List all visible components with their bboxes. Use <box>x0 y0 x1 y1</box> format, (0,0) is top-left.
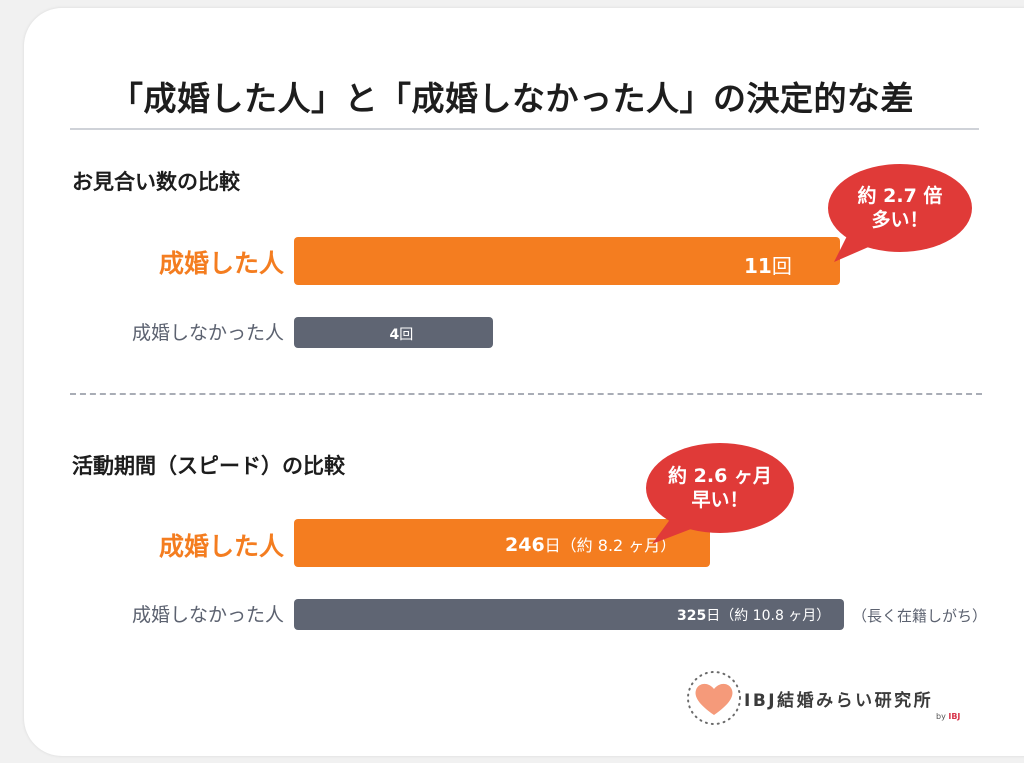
data-label-number: 325 <box>677 608 707 624</box>
logo-wordmark: IBJ結婚みらい研究所 <box>744 691 934 711</box>
data-label-period-unmarried: 325日（約 10.8 ヶ月） <box>677 605 830 625</box>
infographic-card <box>24 8 1024 756</box>
logo-by: by <box>936 712 946 721</box>
data-label-number: 4 <box>389 327 400 343</box>
logo-byline: by IBJ <box>936 712 960 721</box>
data-label-number: 11 <box>744 254 772 278</box>
bar-period-unmarried <box>294 599 844 630</box>
note-long-enrollment: （長く在籍しがち） <box>852 607 988 625</box>
category-label-married: 成婚した人 <box>158 532 284 561</box>
bar-period-married <box>294 519 710 567</box>
data-label-unit: 回 <box>771 254 792 278</box>
data-label-omiai-married: 11回 <box>744 250 792 279</box>
title-divider <box>70 128 979 130</box>
data-label-unit: 日（約 10.8 ヶ月） <box>706 608 831 624</box>
callout-omiai: 約 2.7 倍 多い！ <box>798 162 980 270</box>
page-title: 「成婚した人」と「成婚しなかった人」の決定的な差 <box>110 79 914 118</box>
category-label-unmarried: 成婚しなかった人 <box>131 604 284 626</box>
logo-brand: IBJ <box>948 712 961 721</box>
category-label-married: 成婚した人 <box>158 249 284 278</box>
ibj-logo: IBJ結婚みらい研究所 by IBJ <box>684 668 984 728</box>
callout-period: 約 2.6 ヶ月 早い！ <box>616 440 802 550</box>
section-title-omiai: お見合い数の比較 <box>72 170 240 194</box>
callout-bubble-shape <box>828 164 972 262</box>
bar-omiai-married <box>294 237 840 285</box>
data-label-number: 246 <box>505 534 545 556</box>
callout-line1: 約 2.6 ヶ月 <box>668 465 772 487</box>
category-label-unmarried: 成婚しなかった人 <box>131 322 284 344</box>
section-divider <box>70 393 982 395</box>
data-label-period-married: 246日（約 8.2 ヶ月） <box>505 532 676 556</box>
data-label-omiai-unmarried: 4回 <box>390 324 414 344</box>
heart-icon <box>687 671 741 725</box>
callout-line2: 早い！ <box>691 489 749 511</box>
callout-line1: 約 2.7 倍 <box>857 185 943 207</box>
section-title-period: 活動期間（スピード）の比較 <box>72 454 345 478</box>
callout-line2: 多い！ <box>871 209 929 231</box>
data-label-unit: 回 <box>399 327 414 343</box>
callout-bubble-shape <box>646 443 794 544</box>
data-label-unit: 日（約 8.2 ヶ月） <box>544 536 677 555</box>
bar-omiai-unmarried <box>294 317 493 348</box>
